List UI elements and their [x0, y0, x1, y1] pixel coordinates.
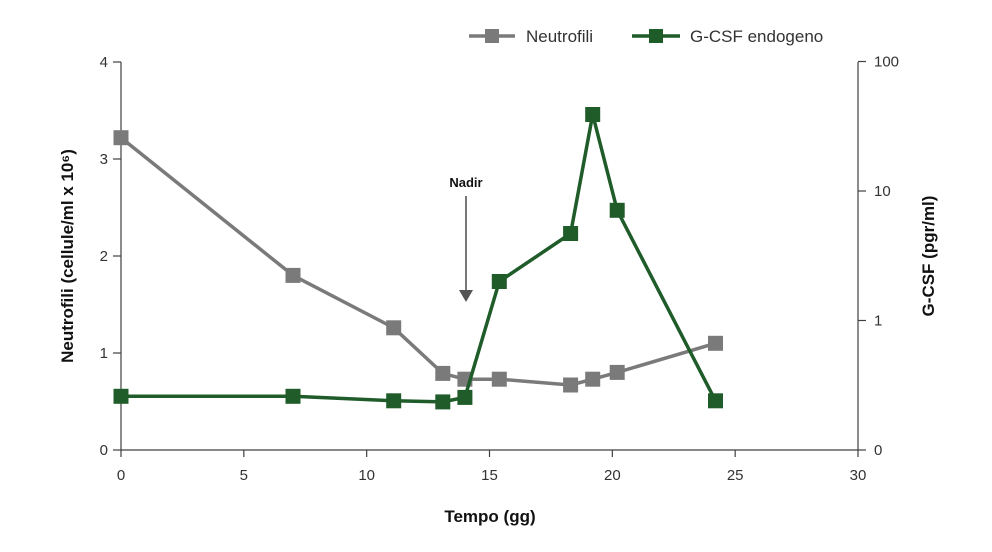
- series-line-g-csf-endogeno: [121, 112, 718, 404]
- tick-layer: 0 5 10 15 20 25 30 0 1 2 3 4 0 1 10 100: [100, 54, 899, 485]
- y-right-tick-label-2: 10: [874, 183, 891, 200]
- y-right-tick-label-1: 1: [874, 313, 882, 330]
- legend-gcsf-marker: [649, 29, 663, 43]
- x-tick-label-6: 30: [850, 467, 867, 484]
- data-point-neutrofili-8: [609, 364, 625, 380]
- x-axis-title: Tempo (gg): [444, 507, 535, 526]
- legend-gcsf-label: G-CSF endogeno: [690, 27, 823, 46]
- data-point-g-csf-endogeno-7: [585, 107, 601, 122]
- nadir-arrow-head: [459, 290, 473, 302]
- data-point-g-csf-endogeno-3: [435, 394, 451, 410]
- data-point-neutrofili-0: [113, 130, 129, 146]
- series-g-csf-endogeno: [113, 107, 723, 410]
- data-point-neutrofili-5: [491, 371, 507, 387]
- data-point-g-csf-endogeno-4: [457, 389, 473, 405]
- series-neutrofili: [113, 130, 723, 393]
- data-point-neutrofili-2: [386, 320, 402, 336]
- data-point-neutrofili-6: [563, 377, 579, 393]
- series-layer: [113, 107, 723, 410]
- data-point-g-csf-endogeno-5: [491, 274, 507, 289]
- y-right-tick-label-0: 0: [874, 442, 882, 459]
- y-right-axis-title: G-CSF (pgr/ml): [919, 196, 938, 317]
- x-tick-label-3: 15: [481, 467, 498, 484]
- nadir-label: Nadir: [449, 175, 482, 190]
- data-point-neutrofili-3: [435, 365, 451, 381]
- x-tick-label-5: 25: [727, 467, 744, 484]
- y-right-tick-label-3: 100: [874, 54, 899, 71]
- y-left-tick-label-4: 4: [100, 54, 108, 71]
- series-line-neutrofili: [119, 136, 716, 387]
- legend: Neutrofili G-CSF endogeno: [469, 27, 823, 46]
- x-tick-label-4: 20: [604, 467, 621, 484]
- nadir-annotation: Nadir: [449, 175, 483, 302]
- data-point-neutrofili-9: [708, 335, 723, 351]
- y-left-tick-label-2: 2: [100, 248, 108, 265]
- data-point-g-csf-endogeno-2: [386, 393, 402, 409]
- data-point-g-csf-endogeno-1: [285, 388, 301, 404]
- legend-neutrofili-label: Neutrofili: [526, 27, 593, 46]
- data-point-neutrofili-1: [285, 267, 301, 283]
- data-point-neutrofili-7: [585, 371, 601, 387]
- x-tick-label-1: 5: [240, 467, 248, 484]
- x-tick-label-0: 0: [117, 467, 125, 484]
- legend-neutrofili-marker: [485, 29, 499, 43]
- y-left-tick-label-0: 0: [100, 442, 108, 459]
- x-tick-label-2: 10: [358, 467, 375, 484]
- data-point-g-csf-endogeno-9: [708, 393, 723, 409]
- data-point-g-csf-endogeno-0: [113, 388, 129, 404]
- data-point-g-csf-endogeno-8: [609, 202, 625, 218]
- data-point-g-csf-endogeno-6: [563, 226, 579, 241]
- y-left-tick-label-3: 3: [100, 151, 108, 168]
- y-left-axis-title: Neutrofili (cellule/ml x 10⁶): [58, 149, 77, 363]
- y-left-tick-label-1: 1: [100, 345, 108, 362]
